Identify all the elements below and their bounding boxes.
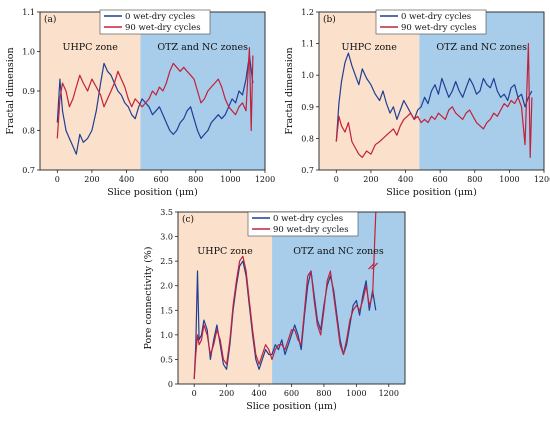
y-tick-label: 0.7	[301, 166, 314, 175]
legend-label: 0 wet-dry cycles	[401, 12, 471, 22]
y-axis-title: Pore connectivity (%)	[143, 246, 154, 349]
legend-label: 90 wet-dry cycles	[125, 23, 201, 33]
panel-label: (a)	[44, 14, 56, 25]
legend-label: 0 wet-dry cycles	[125, 12, 195, 22]
zone-background	[419, 12, 544, 170]
y-tick-label: 0.5	[160, 355, 173, 364]
y-tick-label: 2.0	[160, 282, 173, 291]
legend-box	[375, 9, 487, 35]
x-tick-label: 0	[55, 175, 60, 184]
x-tick-label: 800	[316, 389, 331, 398]
series-line	[56, 54, 254, 155]
x-tick-label: 1200	[534, 175, 550, 184]
x-tick-label: 200	[84, 175, 99, 184]
legend-label: 0 wet-dry cycles	[273, 214, 343, 224]
zone-label-uhpc: UHPC zone	[62, 42, 118, 53]
panel-label: (c)	[182, 214, 194, 225]
y-tick-label: 1.5	[160, 306, 173, 315]
x-tick-label: 800	[188, 175, 203, 184]
x-tick-label: 1000	[499, 175, 519, 184]
y-tick-label: 1.0	[22, 48, 35, 57]
chart-panel-b: 0 200 400 600 800 1000 1200 0.7 0.8 0.9 1.0 1.1 1.2 S…	[284, 8, 550, 198]
x-tick-label: 400	[251, 389, 266, 398]
x-tick-label: 1000	[220, 175, 240, 184]
y-tick-label: 0.9	[22, 87, 35, 96]
legend-box	[99, 9, 211, 35]
y-tick-label: 0.7	[22, 166, 35, 175]
x-axis-title: Slice position (μm)	[386, 187, 477, 198]
y-tick-label: 1.0	[160, 331, 173, 340]
x-tick-label: 800	[467, 175, 482, 184]
x-tick-label: 400	[119, 175, 134, 184]
y-tick-label: 0	[168, 380, 173, 389]
chart-panel-a: 0 200 400 600 800 1000 1200 0.7 0.8 0.9 1.0 1.1 Slic…	[5, 8, 275, 198]
x-tick-label: 0	[192, 389, 197, 398]
x-axis-title: Slice position (μm)	[246, 401, 337, 412]
chart-panel-c: 0 200 400 600 800 1000 1200 0 0.5 1.0 1.5 2.0 2.5 3.0…	[143, 208, 406, 412]
zone-label-otz-nc: OTZ and NC zones	[436, 42, 527, 53]
x-tick-label: 600	[433, 175, 448, 184]
legend-label: 90 wet-dry cycles	[401, 23, 477, 33]
axis-break-mark	[368, 262, 378, 270]
series-line	[56, 46, 254, 139]
x-axis-title: Slice position (μm)	[107, 187, 198, 198]
series-line	[335, 42, 533, 158]
x-tick-label: 0	[334, 175, 339, 184]
zone-background	[272, 212, 405, 384]
y-tick-label: 0.8	[301, 134, 314, 143]
zone-background	[319, 12, 420, 170]
series-line	[335, 52, 533, 142]
y-tick-label: 1.2	[301, 8, 314, 17]
zone-background	[40, 12, 141, 170]
y-tick-label: 3.5	[160, 208, 173, 217]
x-tick-label: 600	[284, 389, 299, 398]
y-axis-title: Fractal dimension	[284, 47, 295, 134]
series-line	[193, 212, 377, 380]
x-tick-label: 1200	[255, 175, 275, 184]
panel-label: (b)	[323, 14, 336, 25]
y-tick-label: 1.1	[22, 8, 35, 17]
zone-label-otz-nc: OTZ and NC zones	[293, 246, 384, 257]
y-tick-label: 1.1	[301, 40, 314, 49]
zone-background	[178, 212, 273, 384]
x-tick-label: 200	[363, 175, 378, 184]
legend-label: 90 wet-dry cycles	[273, 225, 349, 235]
zone-label-uhpc: UHPC zone	[341, 42, 397, 53]
y-tick-label: 2.5	[160, 257, 173, 266]
y-tick-label: 3.0	[160, 233, 173, 242]
y-tick-label: 0.8	[22, 127, 35, 136]
zone-label-otz-nc: OTZ and NC zones	[157, 42, 248, 53]
y-tick-label: 0.9	[301, 103, 314, 112]
x-tick-label: 1000	[346, 389, 366, 398]
zone-background	[140, 12, 265, 170]
x-tick-label: 1200	[379, 389, 399, 398]
zone-label-uhpc: UHPC zone	[197, 246, 253, 257]
y-axis-title: Fractal dimension	[5, 47, 16, 134]
x-tick-label: 200	[219, 389, 234, 398]
x-tick-label: 600	[154, 175, 169, 184]
y-tick-label: 1.0	[301, 71, 314, 80]
x-tick-label: 400	[398, 175, 413, 184]
legend-box	[247, 211, 359, 237]
